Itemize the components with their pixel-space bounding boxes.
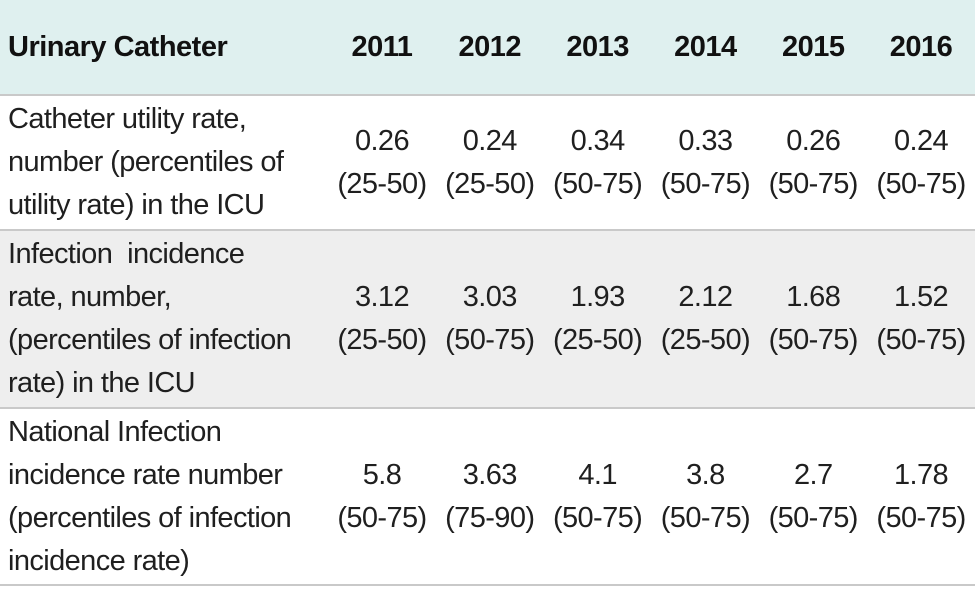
cell-range: (50-75) (552, 167, 643, 200)
cell-value: 0.26 (786, 124, 841, 157)
cell-value: 0.24 (894, 124, 949, 157)
cell-value: 0.26 (354, 124, 410, 157)
row-label: Infection incidence rate, number, (perce… (0, 230, 328, 408)
cell-range: (25-50) (660, 324, 751, 356)
year-header-2011: 2011 (351, 30, 413, 63)
cell-range: (50-75) (768, 324, 859, 356)
row-label-line: number (percentiles of (8, 146, 284, 178)
cell-range: (50-75) (768, 167, 859, 200)
table-cell: 1.68 (50-75) (759, 230, 867, 408)
cell-range: (50-75) (876, 324, 966, 356)
cell-range: (25-50) (337, 324, 427, 356)
cell-value: 3.03 (462, 281, 518, 313)
cell-value: 3.63 (462, 458, 518, 491)
row-label-line: incidence rate number (8, 458, 283, 491)
table-row: National Infection incidence rate number… (0, 408, 975, 585)
table-cell: 0.24 (25-50) (436, 95, 544, 230)
header-row: Urinary Catheter 2011 2012 2013 2014 201… (0, 0, 975, 95)
cell-value: 3.12 (354, 281, 410, 313)
row-label-line: (percentiles of infection (8, 501, 292, 534)
table-row: Infection incidence rate, number, (perce… (0, 230, 975, 408)
table-cell: 0.33 (50-75) (652, 95, 760, 230)
cell-range: (50-75) (660, 501, 751, 534)
cell-range: (50-75) (876, 501, 966, 534)
cell-range: (25-50) (552, 324, 643, 356)
cell-range: (50-75) (660, 167, 751, 200)
cell-range: (50-75) (552, 501, 643, 534)
cell-range: (50-75) (337, 501, 427, 534)
row-label-line: Catheter utility rate, (8, 103, 247, 135)
table-cell: 0.26 (25-50) (328, 95, 436, 230)
table-cell: 0.26 (50-75) (759, 95, 867, 230)
cell-value: 1.52 (894, 281, 949, 313)
table-cell: 3.12 (25-50) (328, 230, 436, 408)
row-label: National Infection incidence rate number… (0, 408, 328, 585)
cell-value: 4.1 (578, 458, 617, 491)
cell-range: (25-50) (337, 167, 427, 200)
cell-value: 0.33 (678, 124, 733, 157)
row-label: Catheter utility rate, number (percentil… (0, 95, 328, 230)
cell-value: 1.68 (786, 281, 841, 313)
year-header-2016: 2016 (889, 30, 953, 63)
table-cell: 2.7 (50-75) (759, 408, 867, 585)
cell-value: 1.78 (894, 458, 949, 491)
cell-range: (50-75) (768, 501, 859, 534)
cell-value: 0.24 (462, 124, 518, 157)
table-cell: 1.78 (50-75) (867, 408, 975, 585)
cell-range: (50-75) (876, 167, 966, 200)
cell-value: 5.8 (362, 458, 402, 491)
table-cell: 0.24 (50-75) (867, 95, 975, 230)
year-header-2015: 2015 (781, 30, 845, 63)
cell-value: 2.7 (793, 458, 833, 491)
year-header-2013: 2013 (566, 30, 629, 63)
row-label-line: rate, number, (8, 281, 172, 313)
cell-range: (75-90) (445, 501, 535, 534)
table-cell: 0.34 (50-75) (544, 95, 652, 230)
row-label-line: rate) in the ICU (8, 367, 196, 399)
cell-value: 3.8 (686, 458, 725, 491)
table-cell: 1.52 (50-75) (867, 230, 975, 408)
table-cell: 3.03 (50-75) (436, 230, 544, 408)
table-cell: 3.8 (50-75) (652, 408, 760, 585)
year-header-2014: 2014 (674, 30, 737, 63)
table-row: Catheter utility rate, number (percentil… (0, 95, 975, 230)
row-label-line: utility rate) in the ICU (8, 189, 265, 221)
row-label-line: (percentiles of infection (8, 324, 292, 356)
table-cell: 5.8 (50-75) (328, 408, 436, 585)
cell-value: 1.93 (570, 281, 626, 313)
cell-range: (50-75) (445, 324, 535, 356)
year-header-2012: 2012 (458, 30, 522, 63)
row-label-line: Infection incidence (8, 238, 245, 270)
cell-value: 2.12 (678, 281, 733, 313)
row-label-line: incidence rate) (8, 544, 190, 577)
table-cell: 4.1 (50-75) (544, 408, 652, 585)
header-label: Urinary Catheter (8, 30, 228, 63)
row-label-line: National Infection (8, 415, 222, 448)
cell-range: (25-50) (445, 167, 535, 200)
cell-value: 0.34 (570, 124, 626, 157)
table-cell: 2.12 (25-50) (652, 230, 760, 408)
table-cell: 3.63 (75-90) (436, 408, 544, 585)
table-cell: 1.93 (25-50) (544, 230, 652, 408)
